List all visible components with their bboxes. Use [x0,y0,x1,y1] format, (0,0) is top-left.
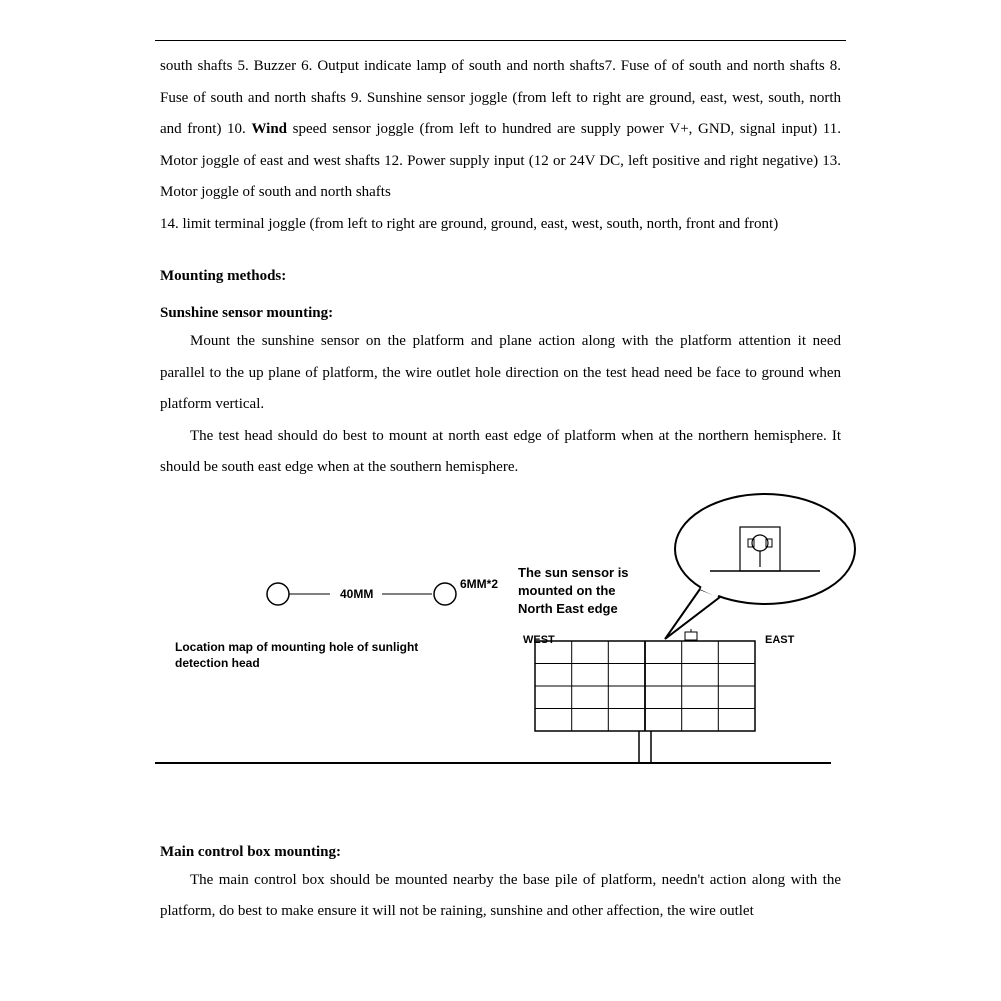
solar-panel-svg [530,629,780,789]
intro-paragraph: south shafts 5. Buzzer 6. Output indicat… [160,51,841,209]
mid-rule [155,762,831,764]
wind-bold: Wind [251,121,287,137]
sunshine-heading: Sunshine sensor mounting: [160,305,841,322]
sunshine-p2: The test head should do best to mount at… [160,421,841,484]
maincontrol-heading: Main control box mounting: [160,844,841,861]
hole-diagram-svg [260,564,520,644]
document-page: south shafts 5. Buzzer 6. Output indicat… [0,0,1001,1001]
hole-40mm-label: 40MM [340,587,373,601]
sensor-callout-text: The sun sensor is mounted on the North E… [518,564,653,619]
intro-line-14: 14. limit terminal joggle (from left to … [160,209,841,241]
sunshine-p1: Mount the sunshine sensor on the platfor… [160,326,841,421]
figure-area: 40MM 6MM*2 Location map of mounting hole… [160,489,841,764]
panel-sensor-icon [685,632,697,640]
hole-caption: Location map of mounting hole of sunligh… [175,639,445,673]
west-label: WEST [523,634,555,646]
east-label: EAST [765,634,794,646]
hole-6mm-label: 6MM*2 [460,577,498,591]
top-rule [155,40,846,41]
hole-circle-left [267,583,289,605]
maincontrol-p1: The main control box should be mounted n… [160,865,841,928]
mounting-heading: Mounting methods: [160,268,841,285]
hole-circle-right [434,583,456,605]
callout-bubble-svg [650,489,860,649]
